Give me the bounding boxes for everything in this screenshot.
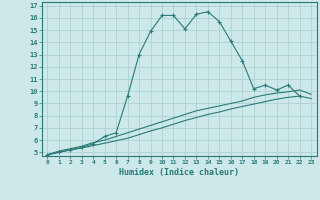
X-axis label: Humidex (Indice chaleur): Humidex (Indice chaleur) <box>119 168 239 177</box>
